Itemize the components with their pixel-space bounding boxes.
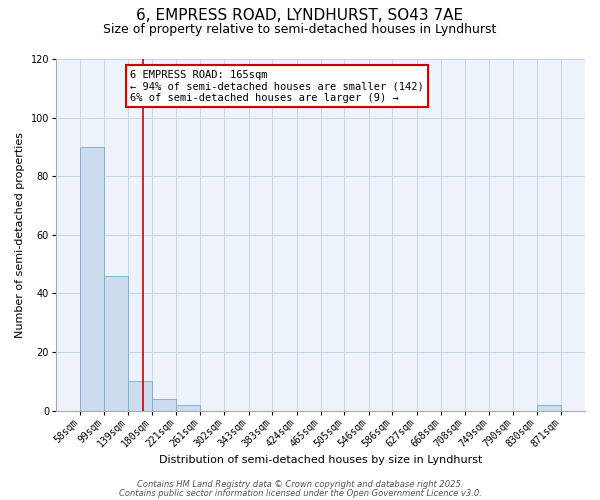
X-axis label: Distribution of semi-detached houses by size in Lyndhurst: Distribution of semi-detached houses by … <box>159 455 482 465</box>
Bar <box>128 381 152 410</box>
Bar <box>176 404 200 410</box>
Bar <box>80 147 104 410</box>
Text: 6 EMPRESS ROAD: 165sqm
← 94% of semi-detached houses are smaller (142)
6% of sem: 6 EMPRESS ROAD: 165sqm ← 94% of semi-det… <box>130 70 424 102</box>
Text: Contains public sector information licensed under the Open Government Licence v3: Contains public sector information licen… <box>119 488 481 498</box>
Text: Size of property relative to semi-detached houses in Lyndhurst: Size of property relative to semi-detach… <box>103 22 497 36</box>
Y-axis label: Number of semi-detached properties: Number of semi-detached properties <box>15 132 25 338</box>
Bar <box>104 276 128 410</box>
Bar <box>537 404 561 410</box>
Text: 6, EMPRESS ROAD, LYNDHURST, SO43 7AE: 6, EMPRESS ROAD, LYNDHURST, SO43 7AE <box>136 8 464 22</box>
Text: Contains HM Land Registry data © Crown copyright and database right 2025.: Contains HM Land Registry data © Crown c… <box>137 480 463 489</box>
Bar <box>152 399 176 410</box>
